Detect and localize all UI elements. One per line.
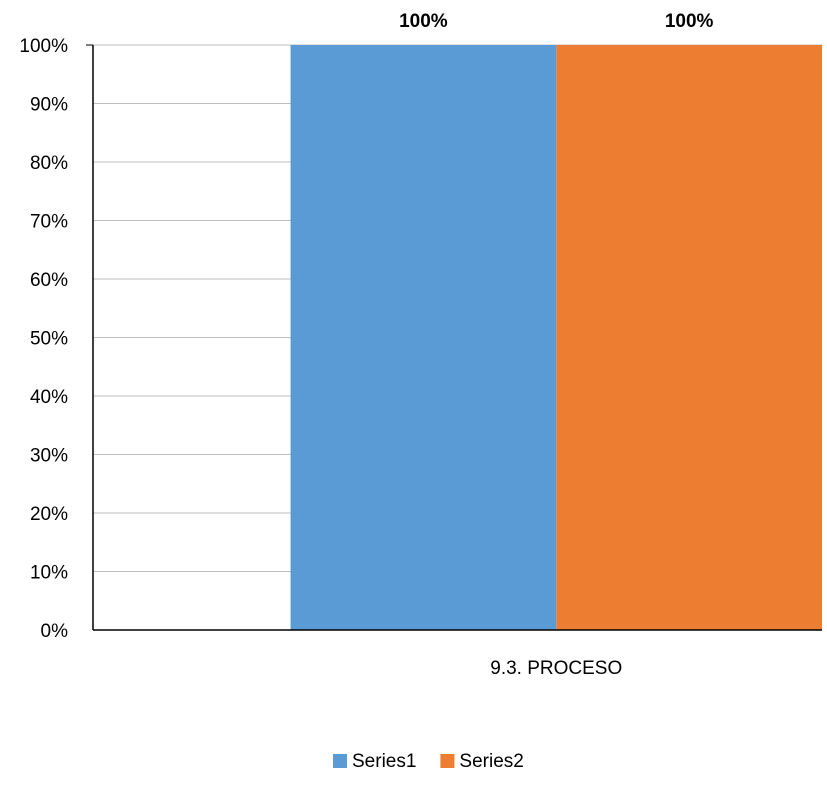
y-tick-label: 60% <box>30 270 68 291</box>
legend-swatch-series1 <box>333 754 347 768</box>
y-axis-tick-labels: 0% 10% 20% 30% 40% 50% 60% 70% 80% 90% 100% <box>19 36 68 642</box>
y-tick-label: 80% <box>30 153 68 174</box>
y-tick-label: 40% <box>30 387 68 408</box>
data-labels: 100% 100% <box>399 11 713 32</box>
y-tick-label: 70% <box>30 212 68 233</box>
bar-series2 <box>556 45 822 630</box>
x-category-label: 9.3. PROCESO <box>490 658 622 679</box>
y-tick-label: 90% <box>30 95 68 116</box>
legend-swatch-series2 <box>440 754 455 768</box>
y-tick-label: 10% <box>30 563 68 584</box>
y-tick-label: 50% <box>30 329 68 350</box>
x-axis-category-labels: 9.3. PROCESO <box>490 658 622 679</box>
y-tick-label: 100% <box>19 36 68 57</box>
data-label-series1: 100% <box>399 11 448 32</box>
bars <box>290 45 822 630</box>
data-label-series2: 100% <box>665 11 714 32</box>
y-tick-label: 20% <box>30 504 68 525</box>
legend-label-series1: Series1 <box>352 751 416 772</box>
y-tick-label: 0% <box>41 621 69 642</box>
bar-series1 <box>290 45 557 630</box>
y-tick-label: 30% <box>30 446 68 467</box>
legend: Series1 Series2 <box>333 751 524 772</box>
axes <box>86 44 822 631</box>
legend-label-series2: Series2 <box>459 751 523 772</box>
